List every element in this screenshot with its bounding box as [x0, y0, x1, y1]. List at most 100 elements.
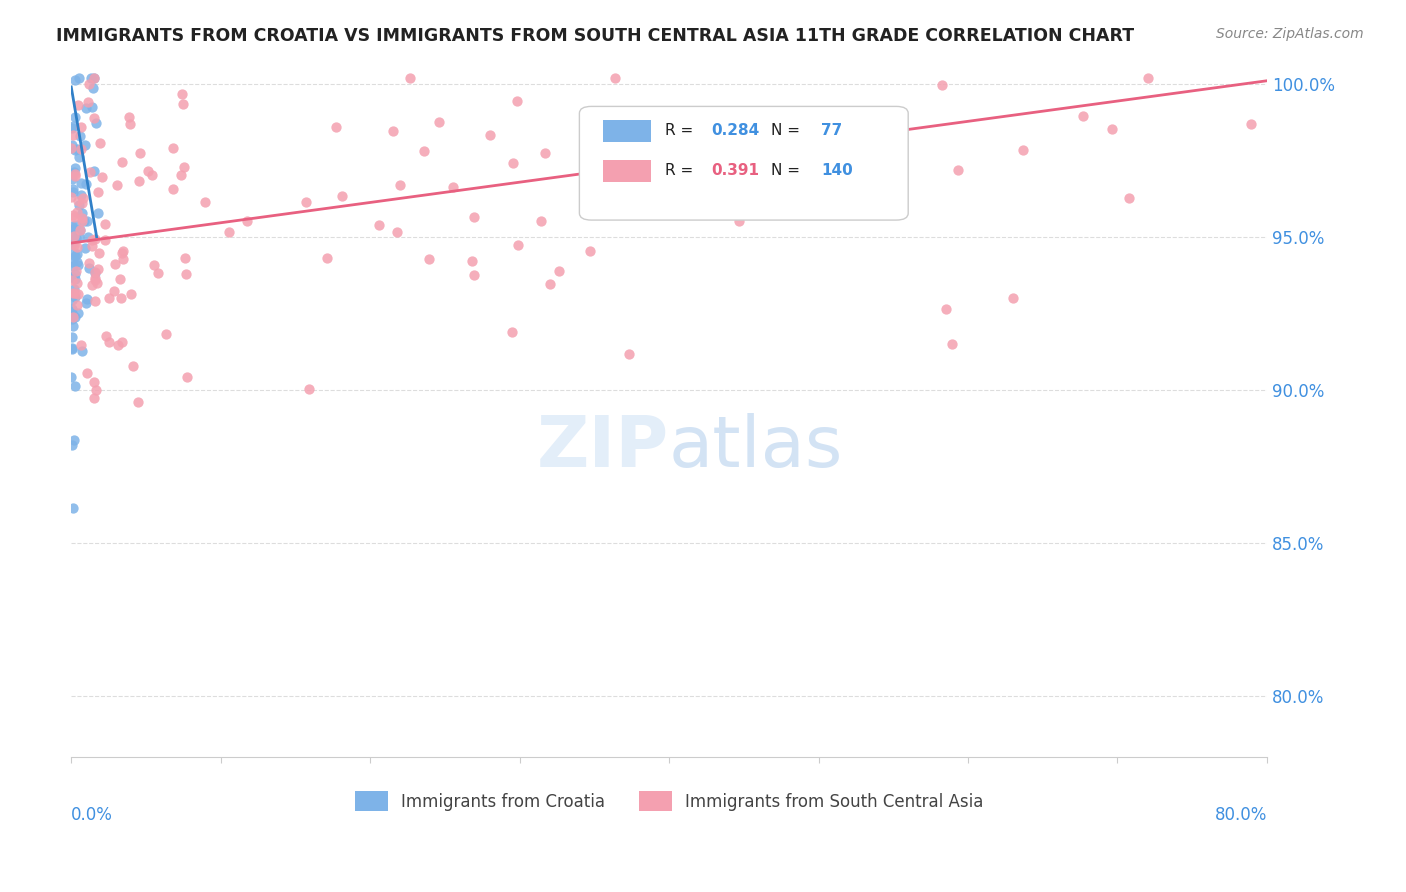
Point — [75, 295, 97, 310]
Point — [60, 270, 83, 285]
Point — [176, 267, 198, 281]
Point — [548, 264, 571, 278]
Point — [83, 375, 105, 389]
Point — [127, 395, 149, 409]
Text: 77: 77 — [821, 123, 842, 138]
Point — [72, 196, 94, 211]
Point — [65, 231, 87, 245]
Point — [79, 165, 101, 179]
Point — [84, 116, 107, 130]
Point — [579, 244, 602, 258]
Point — [60, 273, 83, 287]
Point — [63, 285, 86, 300]
Point — [63, 245, 86, 260]
Point — [65, 290, 87, 304]
Point — [461, 253, 484, 268]
Point — [65, 267, 87, 281]
Point — [60, 138, 83, 153]
Point — [63, 282, 86, 296]
Point — [941, 337, 963, 351]
Text: IMMIGRANTS FROM CROATIA VS IMMIGRANTS FROM SOUTH CENTRAL ASIA 11TH GRADE CORRELA: IMMIGRANTS FROM CROATIA VS IMMIGRANTS FR… — [56, 27, 1135, 45]
Point — [617, 347, 640, 361]
Point — [501, 326, 523, 340]
Point — [176, 370, 198, 384]
Point — [76, 214, 98, 228]
Point — [138, 163, 160, 178]
Point — [236, 214, 259, 228]
Point — [641, 128, 664, 142]
Point — [73, 241, 96, 255]
Point — [60, 219, 83, 233]
Point — [62, 259, 84, 273]
Point — [506, 95, 529, 109]
Point — [506, 237, 529, 252]
Point — [65, 161, 87, 175]
Point — [82, 233, 104, 247]
Point — [63, 272, 86, 286]
Point — [94, 233, 117, 247]
Point — [316, 252, 339, 266]
Point — [107, 338, 129, 352]
Point — [538, 277, 561, 292]
Point — [60, 302, 83, 317]
Point — [83, 232, 105, 246]
Point — [62, 221, 84, 235]
Point — [295, 195, 318, 210]
Point — [67, 70, 90, 85]
Text: ZIP: ZIP — [537, 413, 669, 482]
Point — [62, 182, 84, 196]
Point — [935, 302, 957, 317]
Point — [63, 310, 86, 324]
Point — [83, 111, 105, 125]
Point — [427, 115, 450, 129]
Point — [69, 338, 91, 352]
Point — [60, 293, 83, 307]
Text: 0.391: 0.391 — [711, 163, 759, 178]
Point — [120, 117, 142, 131]
Point — [83, 70, 105, 85]
Point — [66, 276, 89, 290]
Point — [86, 262, 108, 277]
Point — [91, 169, 114, 184]
Point — [77, 77, 100, 91]
Point — [60, 369, 83, 384]
Point — [1118, 191, 1140, 205]
Point — [1002, 291, 1025, 305]
Point — [80, 238, 103, 252]
Point — [1012, 143, 1035, 157]
Point — [69, 223, 91, 237]
Text: Source: ZipAtlas.com: Source: ZipAtlas.com — [1216, 27, 1364, 41]
Point — [75, 102, 97, 116]
Point — [65, 73, 87, 87]
Point — [66, 205, 89, 219]
Point — [825, 205, 848, 219]
Point — [83, 391, 105, 405]
Point — [367, 218, 389, 232]
Point — [83, 273, 105, 287]
Point — [174, 251, 197, 265]
Point — [62, 319, 84, 334]
Point — [66, 97, 89, 112]
Text: 80.0%: 80.0% — [1215, 805, 1267, 823]
Point — [72, 192, 94, 206]
Point — [60, 255, 83, 269]
Point — [66, 287, 89, 301]
Point — [173, 161, 195, 175]
Point — [62, 500, 84, 515]
Point — [103, 285, 125, 299]
Point — [60, 171, 83, 186]
Point — [62, 185, 84, 199]
Point — [84, 293, 107, 308]
Point — [82, 80, 104, 95]
Point — [67, 194, 90, 209]
Point — [69, 223, 91, 237]
Point — [62, 438, 84, 452]
Point — [108, 272, 131, 286]
Point — [63, 169, 86, 184]
Point — [1240, 117, 1263, 131]
Point — [111, 335, 134, 350]
Point — [67, 198, 90, 212]
Point — [60, 311, 83, 326]
Point — [67, 258, 90, 272]
Point — [62, 310, 84, 325]
